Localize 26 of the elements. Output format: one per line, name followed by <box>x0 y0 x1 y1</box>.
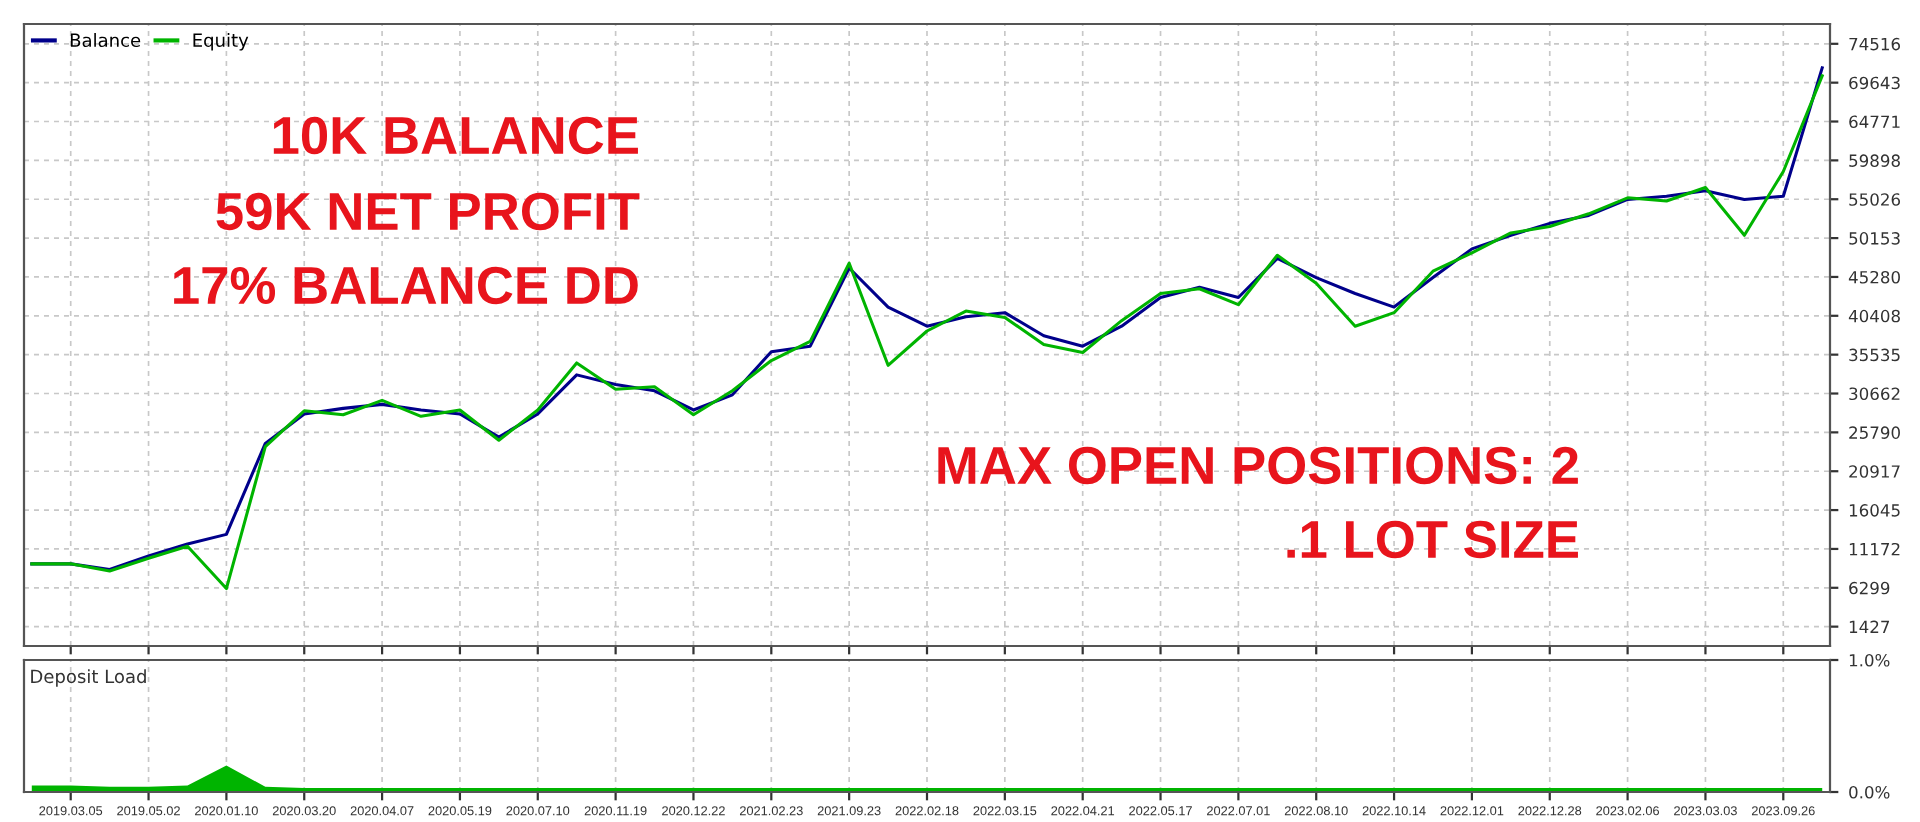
chart-title: Deposit Load <box>31 669 146 687</box>
legend-label: Balance <box>70 33 141 47</box>
legend-label: Equity <box>193 33 249 51</box>
y-tick-label: 30662 <box>1849 387 1900 401</box>
annotation: .1 LOT SIZE <box>1287 520 1578 559</box>
y-tick-label: 11172 <box>1849 542 1900 556</box>
y-tick-label: 55026 <box>1849 193 1901 206</box>
y-tick-label: 1427 <box>1849 620 1890 633</box>
y-tick-label: 50153 <box>1849 232 1900 245</box>
y-tick-label: 40408 <box>1848 309 1900 323</box>
annotation: 17% BALANCE DD <box>174 266 638 305</box>
y-tick-label: 6299 <box>1849 581 1890 595</box>
y-tick-label: 69643 <box>1849 76 1900 90</box>
y-tick-label: 25790 <box>1849 426 1900 439</box>
y-tick-label: 64771 <box>1849 115 1900 129</box>
y-tick-label: 45280 <box>1848 270 1900 284</box>
y-tick-label: 74516 <box>1849 37 1901 51</box>
annotation: 59K NET PROFIT <box>216 192 640 231</box>
y-tick-label: 35535 <box>1849 348 1900 362</box>
annotation: 10K BALANCE <box>273 116 638 155</box>
y-tick-label: 20917 <box>1849 465 1900 478</box>
y-tick-label: 16045 <box>1849 504 1900 517</box>
y-tick-label: 0.0% <box>1849 785 1890 799</box>
y-tick-label: 59898 <box>1849 154 1900 167</box>
y-tick-label: 1.0% <box>1849 653 1890 667</box>
annotation: MAX OPEN POSITIONS: 2 <box>938 446 1578 485</box>
